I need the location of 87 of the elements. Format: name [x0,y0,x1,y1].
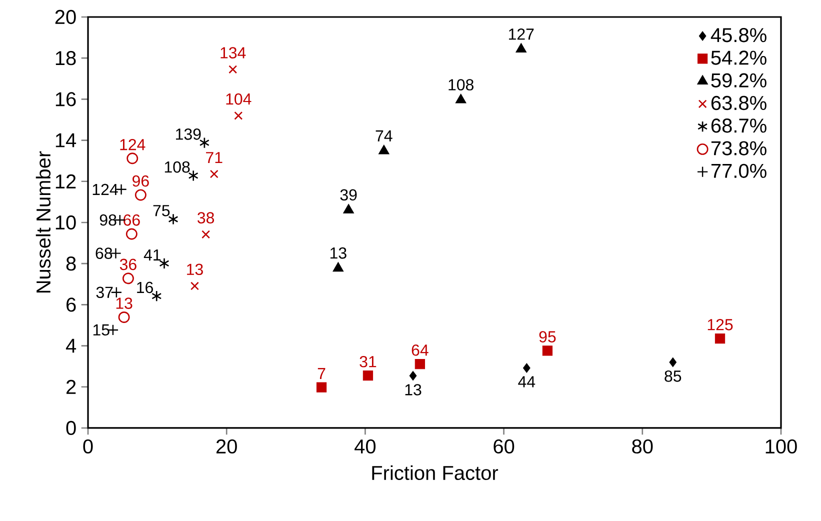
point [234,111,243,120]
point [168,213,178,225]
point [210,170,218,178]
x-tick-label: 0 [83,439,93,454]
y-tick-label: 0 [66,420,76,436]
point [542,346,553,356]
annotation: 96 [132,175,149,187]
x-tick-label: 100 [766,439,797,454]
legend-label: 59.2% [711,73,766,88]
legend-label: 68.7% [711,118,766,133]
annotation: 39 [340,189,357,201]
legend-label: 77.0% [711,164,766,178]
annotation: 15 [93,324,110,336]
annotation: 37 [96,286,113,298]
annotation: 125 [708,319,733,330]
point [516,42,527,53]
annotation: 44 [518,376,536,388]
point [316,382,327,392]
annotation: 71 [206,152,222,164]
annotation: 7 [318,368,326,380]
point [378,144,390,154]
annotation: 13 [405,384,422,396]
y-tick-label: 16 [56,92,76,106]
point [332,262,344,272]
point [414,359,426,370]
y-axis-title: Nusselt Number [36,151,51,293]
point [188,170,198,182]
annotation: 95 [539,331,556,342]
annotation: 13 [330,247,346,259]
point [122,272,134,284]
annotation: 41 [144,249,161,260]
annotation: 13 [116,298,132,309]
annotation: 66 [124,214,140,226]
y-tick-label: 2 [66,380,76,394]
point [669,357,677,368]
x-tick-label: 40 [354,439,376,454]
y-tick-label: 4 [66,338,76,353]
y-tick-label: 10 [56,215,76,230]
x-tick-label: 20 [216,439,237,454]
y-tick-label: 18 [56,51,76,66]
annotation: 16 [137,282,153,294]
legend-label: 73.8% [711,141,766,156]
annotation: 108 [448,79,474,90]
point [362,370,374,381]
point [523,363,530,373]
annotation: 127 [508,28,534,40]
point [455,94,466,104]
point [199,137,210,148]
point [159,258,170,270]
y-tick-label: 8 [66,256,76,271]
annotation: 139 [176,128,201,140]
annotation: 98 [100,214,116,226]
annotation: 36 [120,258,136,270]
y-tick-label: 6 [66,298,76,312]
point [714,334,726,344]
annotation: 75 [153,205,170,216]
point [343,204,354,214]
annotation: 108 [164,161,190,173]
legend-label: 45.8% [710,28,766,42]
point [118,311,130,323]
annotation: 124 [92,184,118,195]
point [228,65,238,74]
point [126,152,138,164]
point [152,290,162,302]
point [202,230,210,239]
annotation: 38 [198,212,214,224]
point [134,189,146,201]
point [190,282,199,290]
x-tick-label: 80 [632,439,653,454]
annotation: 85 [664,370,682,382]
point [126,228,138,240]
point [409,370,417,381]
annotation: 124 [120,138,146,150]
annotation: 13 [187,264,203,276]
x-axis-title: Friction Factor [372,465,498,480]
x-tick-label: 60 [494,439,514,454]
y-tick-label: 12 [56,174,76,188]
annotation: 74 [376,130,392,142]
annotation: 68 [96,248,112,259]
legend-label: 63.8% [711,96,766,110]
y-tick-label: 14 [56,133,76,148]
annotation: 104 [226,93,252,105]
y-tick-label: 20 [55,10,76,24]
annotation: 31 [360,356,376,368]
legend-label: 54.2% [711,50,766,65]
annotation: 134 [220,47,246,58]
annotation: 64 [412,344,428,356]
